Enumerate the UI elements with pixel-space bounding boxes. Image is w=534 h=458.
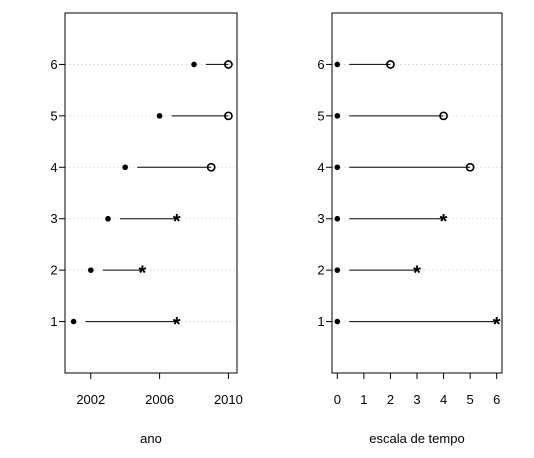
start-point bbox=[88, 267, 94, 273]
start-point bbox=[122, 164, 128, 171]
y-tick-label: 4 bbox=[50, 160, 57, 175]
censored-point bbox=[439, 111, 448, 121]
panel-right: 1 2 3 4 5 6 0 1 2 3 4 5 6 escala de tempo * * * bbox=[317, 12, 503, 446]
y-tick-label: 1 bbox=[50, 314, 57, 329]
y-tick-label: 2 bbox=[317, 263, 324, 278]
censored-point bbox=[223, 60, 233, 69]
x-tick-label: 2006 bbox=[145, 392, 174, 407]
event-point: * bbox=[173, 211, 181, 233]
x-tick-label: 6 bbox=[493, 392, 500, 407]
x-tick-label: 4 bbox=[440, 392, 447, 407]
y-tick-label: 2 bbox=[50, 263, 57, 278]
y-tick-label: 6 bbox=[317, 57, 324, 72]
start-point bbox=[191, 61, 197, 68]
start-point bbox=[334, 318, 341, 325]
x-tick-label: 1 bbox=[360, 392, 367, 407]
x-tick-label: 3 bbox=[413, 392, 420, 407]
start-point bbox=[70, 318, 77, 325]
panel-left: 1 2 3 4 5 6 2002 2006 2010 ano * * * bbox=[50, 12, 243, 446]
censored-point bbox=[465, 162, 475, 172]
plot-frame bbox=[331, 12, 503, 374]
start-point bbox=[156, 113, 163, 119]
start-point bbox=[334, 215, 341, 222]
y-tick-label: 3 bbox=[50, 211, 57, 226]
y-tick-label: 4 bbox=[317, 160, 324, 175]
y-tick-label: 6 bbox=[50, 57, 57, 72]
event-point: * bbox=[173, 314, 181, 336]
x-tick-label: 2 bbox=[387, 392, 394, 407]
x-tick-label: 0 bbox=[334, 392, 341, 407]
event-point: * bbox=[139, 263, 147, 285]
event-point: * bbox=[413, 263, 421, 285]
start-point bbox=[334, 61, 341, 68]
x-tick-label: 2010 bbox=[214, 392, 243, 407]
x-axis-title: escala de tempo bbox=[369, 431, 464, 446]
x-tick-label: 5 bbox=[467, 392, 474, 407]
x-tick-label: 2002 bbox=[76, 392, 105, 407]
x-axis-title: ano bbox=[140, 431, 162, 446]
censored-point bbox=[386, 60, 395, 69]
y-tick-label: 5 bbox=[50, 108, 57, 123]
event-point: * bbox=[493, 314, 501, 336]
plot-frame bbox=[64, 12, 238, 374]
y-tick-label: 5 bbox=[317, 108, 324, 123]
start-point bbox=[334, 164, 341, 171]
censored-point bbox=[206, 162, 216, 172]
y-tick-label: 3 bbox=[317, 211, 324, 226]
start-point bbox=[334, 267, 341, 273]
y-tick-label: 1 bbox=[317, 314, 324, 329]
censored-point bbox=[223, 111, 233, 121]
start-point bbox=[334, 113, 341, 119]
start-point bbox=[105, 215, 111, 222]
event-point: * bbox=[440, 211, 448, 233]
